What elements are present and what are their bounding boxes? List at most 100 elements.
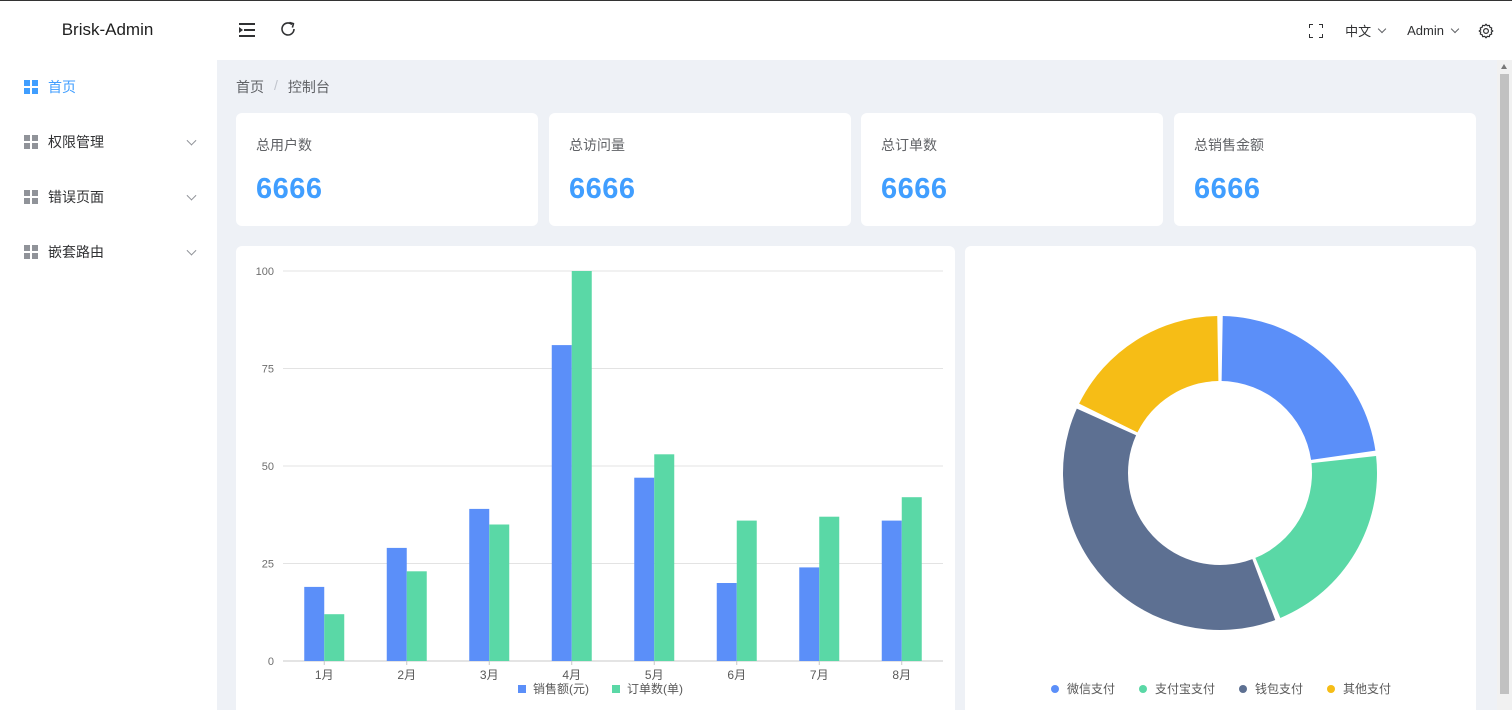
- legend-item: 支付宝支付: [1139, 682, 1215, 696]
- stat-title: 总销售金额: [1194, 137, 1264, 153]
- legend-label: 销售额(元): [533, 681, 589, 696]
- user-name: Admin: [1407, 23, 1444, 38]
- stat-value: 6666: [881, 173, 948, 205]
- sidebar-item-label: 权限管理: [48, 133, 104, 150]
- breadcrumb: 首页 / 控制台: [236, 77, 330, 97]
- stat-value: 6666: [1194, 173, 1261, 205]
- stat-title: 总订单数: [881, 137, 937, 153]
- bar-chart-card: 0 25 50 75 100 1月 2月 3月 4月 5月 6月 7月 8月 销售额(元) 订单数(单): [236, 246, 955, 710]
- header-actions: 中文 Admin: [1309, 1, 1512, 60]
- scroll-up-arrow-icon[interactable]: [1501, 64, 1507, 69]
- stat-card-visits: 总访问量 6666: [549, 113, 851, 226]
- stat-value: 6666: [256, 173, 323, 205]
- language-label: 中文: [1345, 24, 1372, 39]
- donut-slice: [1255, 456, 1377, 618]
- scrollbar-thumb[interactable]: [1500, 74, 1509, 694]
- y-tick-label: 50: [262, 461, 274, 473]
- brand-logo[interactable]: Brisk-Admin: [61, 20, 154, 39]
- grid-icon: [24, 134, 38, 149]
- legend-marker: [1327, 685, 1335, 693]
- legend-label: 钱包支付: [1255, 681, 1303, 696]
- menu-fold-icon[interactable]: [239, 23, 255, 37]
- legend-item: 订单数(单): [612, 681, 683, 696]
- refresh-icon[interactable]: [279, 20, 297, 38]
- legend-label: 其他支付: [1343, 682, 1391, 696]
- breadcrumb-home[interactable]: 首页: [236, 79, 264, 95]
- language-dropdown[interactable]: 中文: [1345, 21, 1387, 40]
- bar-sales: [799, 567, 820, 661]
- bar-orders: [901, 497, 922, 661]
- donut-slice: [1063, 408, 1276, 630]
- bar-sales: [716, 583, 737, 661]
- x-tick-label: 8月: [892, 668, 911, 682]
- stat-card-users: 总用户数 6666: [236, 113, 538, 226]
- legend-marker: [1239, 685, 1247, 693]
- legend-item: 销售额(元): [518, 681, 589, 696]
- donut-slice: [1221, 316, 1376, 460]
- y-tick-label: 25: [262, 559, 274, 571]
- sidebar-item-error-pages[interactable]: 错误页面: [0, 169, 217, 224]
- breadcrumb-current: 控制台: [287, 79, 330, 95]
- sidebar-item-label: 错误页面: [48, 188, 104, 205]
- stat-value: 6666: [569, 173, 636, 205]
- y-tick-label: 0: [268, 656, 274, 668]
- bar-orders: [324, 614, 345, 661]
- sidebar-item-home[interactable]: 首页: [0, 59, 217, 114]
- sidebar-item-permissions[interactable]: 权限管理: [0, 114, 217, 169]
- donut-chart: 微信支付 支付宝支付 钱包支付 其他支付: [1051, 316, 1391, 696]
- x-tick-label: 1月: [315, 668, 334, 682]
- gear-icon[interactable]: [1478, 23, 1494, 39]
- x-tick-label: 3月: [480, 668, 499, 682]
- legend-item: 钱包支付: [1239, 681, 1303, 696]
- legend-label: 支付宝支付: [1155, 682, 1215, 696]
- bar-orders: [571, 271, 592, 661]
- grid-icon: [24, 189, 38, 204]
- chevron-down-icon: [186, 135, 197, 146]
- sidebar: Brisk-Admin 首页 权限管理 错误页面 嵌套路由: [0, 1, 217, 710]
- stat-card-sales: 总销售金额 6666: [1174, 113, 1476, 226]
- bar-sales: [469, 508, 490, 661]
- x-tick-label: 5月: [645, 668, 664, 682]
- legend-marker: [518, 685, 526, 693]
- bar-orders: [654, 454, 675, 661]
- chevron-down-icon: [1377, 24, 1387, 33]
- bar-orders: [489, 524, 510, 661]
- fullscreen-icon[interactable]: [1309, 23, 1324, 38]
- legend-marker: [1139, 685, 1147, 693]
- x-tick-label: 2月: [397, 668, 416, 682]
- sidebar-menu: 首页 权限管理 错误页面 嵌套路由: [0, 59, 217, 279]
- sidebar-item-label: 嵌套路由: [48, 243, 104, 260]
- window-top-border: [0, 0, 1512, 1]
- sidebar-item-label: 首页: [48, 78, 76, 95]
- chevron-down-icon: [1450, 24, 1460, 33]
- donut-slice: [1079, 316, 1219, 433]
- bar-orders: [736, 520, 757, 661]
- bar-orders: [406, 571, 427, 661]
- chevron-down-icon: [186, 245, 197, 256]
- stat-card-orders: 总订单数 6666: [861, 113, 1163, 226]
- stat-title: 总用户数: [256, 137, 312, 153]
- bar-sales: [881, 520, 902, 661]
- legend-marker: [612, 685, 620, 693]
- chevron-down-icon: [186, 190, 197, 201]
- bar-sales: [304, 586, 325, 661]
- legend-label: 订单数(单): [627, 681, 683, 696]
- breadcrumb-separator: /: [274, 77, 278, 93]
- legend-item: 其他支付: [1327, 682, 1391, 696]
- page-scrollbar[interactable]: [1497, 60, 1512, 710]
- stat-title: 总访问量: [569, 137, 625, 153]
- y-tick-label: 100: [256, 266, 274, 278]
- bar-orders: [819, 516, 840, 661]
- x-tick-label: 7月: [810, 668, 829, 682]
- main-content: 首页 / 控制台 总用户数 6666 总访问量 6666 总订单数 6666 总…: [217, 60, 1497, 710]
- sidebar-item-nested-routes[interactable]: 嵌套路由: [0, 224, 217, 279]
- top-header: 中文 Admin: [217, 1, 1512, 60]
- user-dropdown[interactable]: Admin: [1407, 23, 1460, 38]
- bar-sales: [551, 345, 572, 661]
- pie-chart-card: 微信支付 支付宝支付 钱包支付 其他支付: [965, 246, 1476, 710]
- grid-icon: [24, 79, 38, 94]
- bar-sales: [386, 547, 407, 661]
- bar-sales: [634, 477, 655, 661]
- x-tick-label: 6月: [727, 668, 746, 682]
